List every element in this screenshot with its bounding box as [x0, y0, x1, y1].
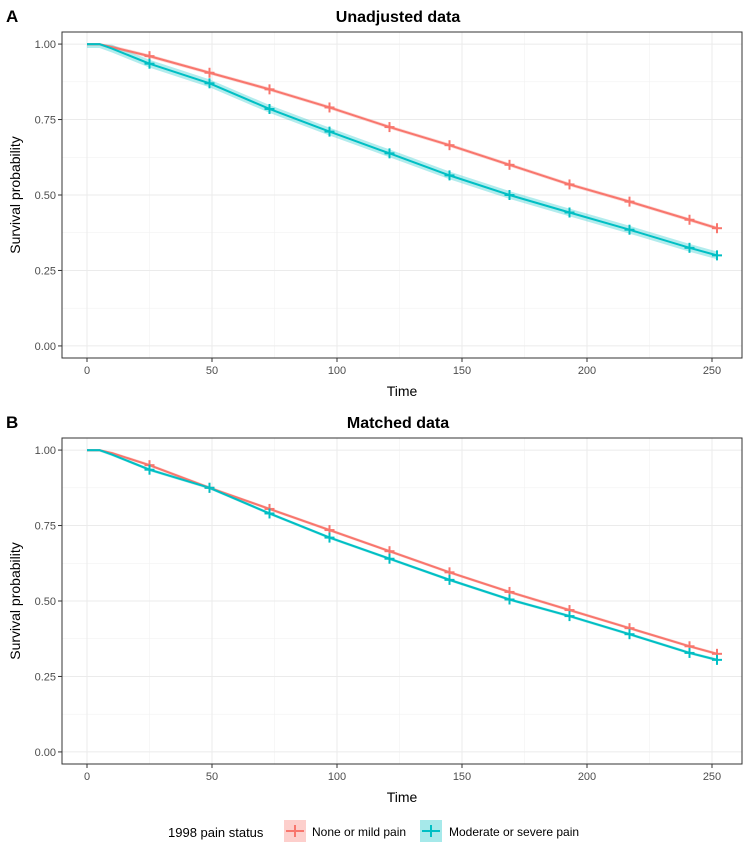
y-tick-label: 0.50 [35, 596, 56, 608]
panel-a: A Unadjusted data 0 50 100 150 200 250 0.00 0.2… [6, 7, 743, 399]
censor-mark [444, 170, 455, 181]
censor-mark [712, 654, 722, 665]
chart-title-b: Matched data [347, 415, 449, 432]
censor-mark [564, 611, 575, 622]
censor-mark [144, 464, 155, 475]
x-tick-label: 50 [206, 771, 218, 783]
y-tick-label: 0.00 [35, 747, 56, 759]
survival-curves-a [87, 43, 718, 257]
y-tick-label: 0.00 [35, 341, 56, 353]
axis-ticks-a: 0 50 100 150 200 250 0.00 0.25 0.50 0.75 1.00 [35, 39, 722, 377]
survival-line-series-1 [87, 43, 718, 257]
x-tick-label: 200 [578, 365, 596, 377]
panel-tag-b: B [6, 413, 18, 432]
censor-mark [564, 179, 575, 190]
x-tick-label: 100 [328, 771, 346, 783]
censor-mark [684, 242, 695, 253]
legend: 1998 pain status None or mild pain Moder… [168, 820, 579, 842]
censor-mark [384, 553, 395, 564]
panel-tag-a: A [6, 7, 18, 26]
censor-mark [712, 250, 722, 261]
survival-curves-b [87, 449, 718, 661]
survival-line-series-0 [87, 43, 718, 230]
y-tick-label: 1.00 [35, 445, 56, 457]
confidence-band-series-0 [87, 450, 717, 656]
y-tick-label: 0.25 [35, 671, 56, 683]
survival-line-series-1 [87, 449, 718, 661]
censor-mark [684, 214, 695, 225]
censor-mark [204, 78, 215, 89]
censor-mark [712, 223, 722, 234]
censor-mark [444, 140, 455, 151]
x-tick-label: 200 [578, 771, 596, 783]
x-axis-title-b: Time [387, 789, 418, 805]
x-tick-label: 250 [703, 771, 721, 783]
censor-marks-a [144, 51, 722, 261]
chart-title-a: Unadjusted data [336, 9, 461, 26]
x-tick-label: 150 [453, 365, 471, 377]
censor-mark [324, 102, 335, 113]
x-tick-label: 50 [206, 365, 218, 377]
legend-label-moderate-severe: Moderate or severe pain [449, 825, 579, 839]
y-tick-label: 0.25 [35, 265, 56, 277]
censor-mark [444, 574, 455, 585]
legend-title: 1998 pain status [168, 825, 264, 840]
x-tick-label: 0 [84, 771, 90, 783]
censor-mark [204, 67, 215, 78]
y-axis-title-a: Survival probability [7, 136, 23, 254]
censor-mark [564, 207, 575, 218]
censor-mark [324, 126, 335, 137]
y-axis-title-b: Survival probability [7, 542, 23, 660]
censor-mark [324, 532, 335, 543]
censor-mark [504, 159, 515, 170]
censor-mark [264, 84, 275, 95]
y-tick-label: 1.00 [35, 39, 56, 51]
x-tick-label: 150 [453, 771, 471, 783]
censor-mark [624, 224, 635, 235]
censor-mark [264, 103, 275, 114]
censor-mark [624, 629, 635, 640]
panel-b: B Matched data 0 50 100 150 200 250 0.00 0.25 0.… [6, 413, 743, 805]
censor-marks-b [144, 460, 722, 665]
x-tick-label: 250 [703, 365, 721, 377]
censor-mark [384, 148, 395, 159]
axis-ticks-b: 0 50 100 150 200 250 0.00 0.25 0.50 0.75 1.00 [35, 445, 722, 783]
legend-label-none-mild: None or mild pain [312, 825, 406, 839]
x-tick-label: 100 [328, 365, 346, 377]
censor-mark [684, 647, 695, 658]
y-tick-label: 0.50 [35, 190, 56, 202]
censor-mark [624, 196, 635, 207]
y-tick-label: 0.75 [35, 115, 56, 127]
x-tick-label: 0 [84, 365, 90, 377]
y-tick-label: 0.75 [35, 521, 56, 533]
grid-a [62, 32, 742, 358]
censor-mark [384, 122, 395, 133]
censor-mark [504, 190, 515, 200]
censor-mark [264, 508, 275, 519]
censor-mark [204, 482, 215, 493]
censor-mark [504, 594, 515, 605]
x-axis-title-a: Time [387, 383, 418, 399]
censor-mark [144, 58, 155, 69]
survival-line-series-0 [87, 449, 718, 655]
